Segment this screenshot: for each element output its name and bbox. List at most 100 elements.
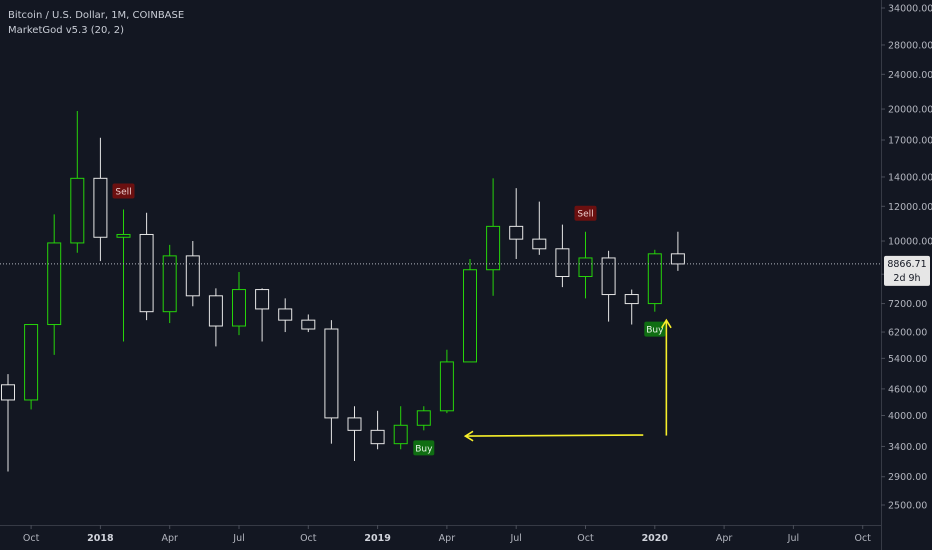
y-tick-label: 12000.00	[888, 202, 932, 213]
candle-body	[232, 289, 246, 327]
candle[interactable]	[393, 406, 408, 450]
candle[interactable]	[93, 137, 108, 262]
candle-body	[624, 294, 639, 305]
candle[interactable]	[416, 406, 431, 431]
y-tick-label: 3400.00	[888, 442, 927, 453]
candle-body	[208, 295, 223, 327]
candle[interactable]	[463, 258, 477, 363]
candle[interactable]	[601, 250, 616, 322]
candle[interactable]	[278, 298, 293, 333]
arrow-annotation-left[interactable]	[463, 430, 644, 442]
y-tick-label: 5400.00	[888, 354, 927, 365]
candle-body	[139, 233, 154, 313]
x-tick-label: 2018	[87, 533, 114, 544]
candle-body	[278, 308, 293, 321]
candle[interactable]	[185, 241, 200, 307]
y-tick-label: 2500.00	[888, 501, 927, 512]
candle-body	[24, 324, 39, 401]
candle[interactable]	[139, 212, 154, 321]
candle-body	[162, 255, 177, 313]
x-tick-label: 2020	[642, 533, 669, 544]
candle[interactable]	[324, 320, 339, 444]
candle-body	[647, 253, 662, 305]
candle-body	[601, 257, 616, 296]
symbol-title[interactable]: Bitcoin / U.S. Dollar, 1M, COINBASE	[8, 10, 185, 21]
buy-signal-badge[interactable]: Buy	[413, 440, 435, 456]
signal-badge-bg	[574, 205, 597, 221]
y-tick-label: 20000.00	[888, 105, 932, 116]
signal-label: Sell	[577, 210, 593, 220]
x-tick-label: Jul	[232, 533, 244, 544]
sell-signal-badge[interactable]: Sell	[574, 205, 597, 221]
candle[interactable]	[578, 231, 593, 299]
y-tick-label: 14000.00	[888, 172, 932, 183]
candle-body	[324, 328, 339, 419]
candle-body	[532, 238, 547, 250]
candle[interactable]	[439, 349, 454, 414]
candle-body	[301, 319, 316, 330]
candle[interactable]	[555, 224, 570, 288]
y-tick-label: 2900.00	[888, 472, 927, 483]
candle-body	[393, 424, 408, 445]
candle-body	[439, 361, 454, 412]
candle[interactable]	[301, 314, 316, 333]
candle-body	[670, 253, 685, 265]
arrow-head	[660, 318, 672, 329]
candle-body	[47, 242, 62, 326]
candle-body	[185, 255, 200, 297]
x-tick-label: Oct	[854, 533, 871, 544]
time-axis[interactable]: Oct 2018 Apr Jul Oct 2019 Apr Jul Oct 2020 Apr Jul O…	[23, 525, 871, 544]
candle[interactable]	[208, 288, 223, 347]
candle-body	[347, 417, 362, 431]
candle[interactable]	[47, 214, 62, 355]
sell-signal-badge[interactable]: Sell	[112, 183, 135, 199]
candle[interactable]	[647, 249, 662, 312]
arrow-annotation-up[interactable]	[660, 318, 672, 436]
x-tick-label: Oct	[577, 533, 594, 544]
candle[interactable]	[370, 410, 385, 450]
buy-signal-badge[interactable]: Buy	[644, 321, 666, 337]
y-tick-label: 34000.00	[888, 4, 932, 15]
candle[interactable]	[232, 271, 246, 336]
signals-layer: Sell Sell Buy Buy	[112, 183, 666, 456]
arrow-head	[463, 430, 474, 442]
y-tick-label: 4000.00	[888, 411, 927, 422]
y-tick-label: 7200.00	[888, 299, 927, 310]
x-tick-label: Apr	[161, 533, 178, 544]
candle[interactable]	[70, 110, 85, 253]
y-tick-label: 4600.00	[888, 384, 927, 395]
price-axis[interactable]: 2500.00 2900.00 3400.00 4000.00 4600.00 5400.…	[881, 4, 932, 512]
candle[interactable]	[255, 288, 270, 342]
candle[interactable]	[162, 244, 177, 324]
candle[interactable]	[486, 178, 501, 296]
candle-body	[1, 384, 15, 401]
candle[interactable]	[116, 209, 131, 342]
x-tick-label: Jul	[787, 533, 799, 544]
candle[interactable]	[347, 406, 362, 461]
x-tick-label: 2019	[364, 533, 390, 544]
y-tick-label: 17000.00	[888, 135, 932, 146]
signal-label: Sell	[115, 188, 131, 198]
candle-body	[486, 225, 501, 271]
candle-body	[255, 289, 270, 310]
signal-badge-bg	[644, 321, 666, 337]
y-tick-label: 6200.00	[888, 328, 927, 339]
candle[interactable]	[1, 374, 15, 472]
candle-body	[555, 248, 570, 278]
x-tick-label: Apr	[716, 533, 733, 544]
x-tick-label: Jul	[509, 533, 521, 544]
signal-badge-bg	[112, 183, 135, 199]
chart-header: Bitcoin / U.S. Dollar, 1M, COINBASE Mark…	[8, 8, 184, 38]
candle[interactable]	[532, 201, 547, 255]
indicator-title[interactable]: MarketGod v5.3 (20, 2)	[8, 25, 125, 36]
candle[interactable]	[670, 231, 685, 271]
bar-countdown: 2d 9h	[893, 273, 920, 284]
candle-body	[509, 225, 524, 240]
current-price-value: 8866.71	[887, 259, 926, 270]
candle[interactable]	[509, 188, 524, 259]
y-tick-label: 28000.00	[888, 40, 932, 51]
candle[interactable]	[24, 323, 39, 410]
candle[interactable]	[624, 289, 639, 325]
signal-badge-bg	[413, 440, 435, 456]
